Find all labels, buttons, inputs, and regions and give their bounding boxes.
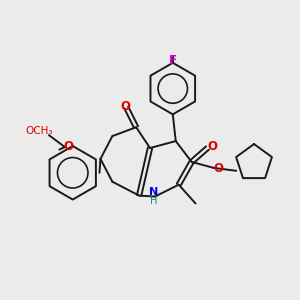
Text: O: O [64,140,74,152]
Text: H: H [150,196,158,206]
Text: N: N [149,187,159,196]
Text: O: O [207,140,218,152]
Text: OCH₃: OCH₃ [25,126,53,136]
Text: O: O [120,100,130,113]
Text: F: F [169,54,177,67]
Text: O: O [213,162,224,175]
